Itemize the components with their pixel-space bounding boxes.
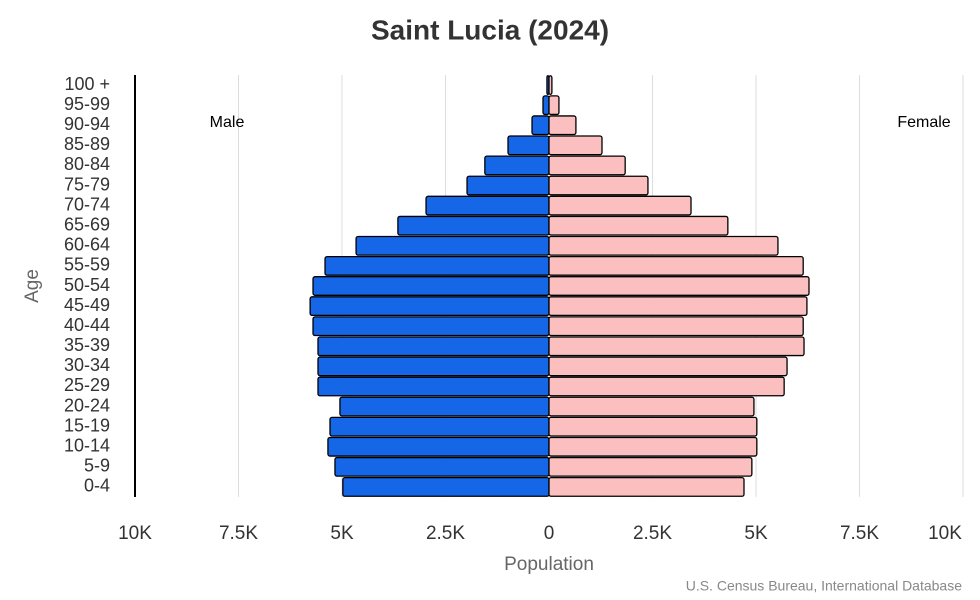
bar (548, 336, 805, 357)
y-tick-label: 10-14 (64, 436, 110, 456)
bar (548, 456, 753, 477)
bar (542, 95, 550, 116)
legend-label: Male (210, 114, 245, 131)
bar (548, 175, 649, 196)
x-tick-label: 0 (544, 523, 555, 544)
y-tick-label: 20-24 (64, 395, 110, 415)
bar (548, 276, 810, 296)
bar (317, 356, 550, 377)
chart-title: Saint Lucia (2024) (371, 14, 609, 45)
legend-label: Female (897, 114, 950, 131)
bar (548, 356, 788, 377)
bar (309, 296, 550, 317)
y-tick-label: 85-89 (64, 134, 110, 154)
bar (548, 95, 560, 116)
y-tick-label: 0-4 (84, 476, 110, 496)
bar (548, 316, 804, 337)
bar (548, 477, 745, 497)
bar (548, 75, 553, 95)
x-tick-label: 2.5K (426, 523, 465, 544)
source: U.S. Census Bureau, International Databa… (686, 578, 962, 594)
x-tick-label: 10K (928, 523, 962, 544)
bar (355, 235, 550, 256)
y-tick-label: 50-54 (64, 275, 110, 295)
bar (466, 175, 550, 196)
y-tick-label: 95-99 (64, 94, 110, 114)
y-tick-label: 90-94 (64, 114, 110, 134)
bar (531, 115, 550, 136)
bar (342, 477, 550, 497)
y-tick-label: 70-74 (64, 194, 110, 214)
y-tick-label: 45-49 (64, 295, 110, 315)
bar (548, 115, 577, 136)
bar (548, 155, 626, 176)
x-tick-label: 10K (118, 523, 152, 544)
bar (548, 235, 779, 256)
bar (548, 195, 692, 216)
y-tick-label: 60-64 (64, 235, 110, 255)
x-tick-label: 5K (330, 523, 354, 544)
bar (548, 135, 603, 156)
bar (548, 215, 729, 236)
x-tick-label: 5K (744, 523, 768, 544)
y-tick-label: 30-34 (64, 355, 110, 375)
x-tick-label: 2.5K (633, 523, 672, 544)
bar (329, 416, 550, 437)
bar (507, 135, 550, 156)
bar (312, 276, 550, 296)
y-tick-label: 55-59 (64, 255, 110, 275)
y-tick-label: 35-39 (64, 335, 110, 355)
bar (484, 155, 550, 176)
bar (339, 396, 550, 417)
y-tick-label: 80-84 (64, 154, 110, 174)
y-tick-label: 25-29 (64, 375, 110, 395)
bar (324, 255, 550, 276)
bar (334, 456, 550, 477)
y-axis-label: Age (22, 269, 43, 303)
bar (548, 416, 758, 437)
y-tick-label: 5-9 (84, 456, 110, 476)
bar (548, 376, 785, 397)
bar (312, 316, 550, 337)
bar (548, 396, 755, 417)
y-tick-label: 75-79 (64, 174, 110, 194)
bar (425, 195, 550, 216)
y-tick-label: 65-69 (64, 214, 110, 234)
bar (397, 215, 550, 236)
x-axis-label: Population (504, 554, 594, 575)
x-tick-label: 7.5K (840, 523, 879, 544)
x-tick-label: 7.5K (219, 523, 258, 544)
bar (548, 436, 758, 457)
bar (548, 255, 804, 276)
y-tick-label: 100 + (64, 74, 110, 94)
bar (317, 376, 550, 397)
bar (548, 296, 808, 317)
y-tick-label: 40-44 (64, 315, 110, 335)
y-tick-label: 15-19 (64, 415, 110, 435)
bar (317, 336, 550, 357)
bar (327, 436, 550, 457)
